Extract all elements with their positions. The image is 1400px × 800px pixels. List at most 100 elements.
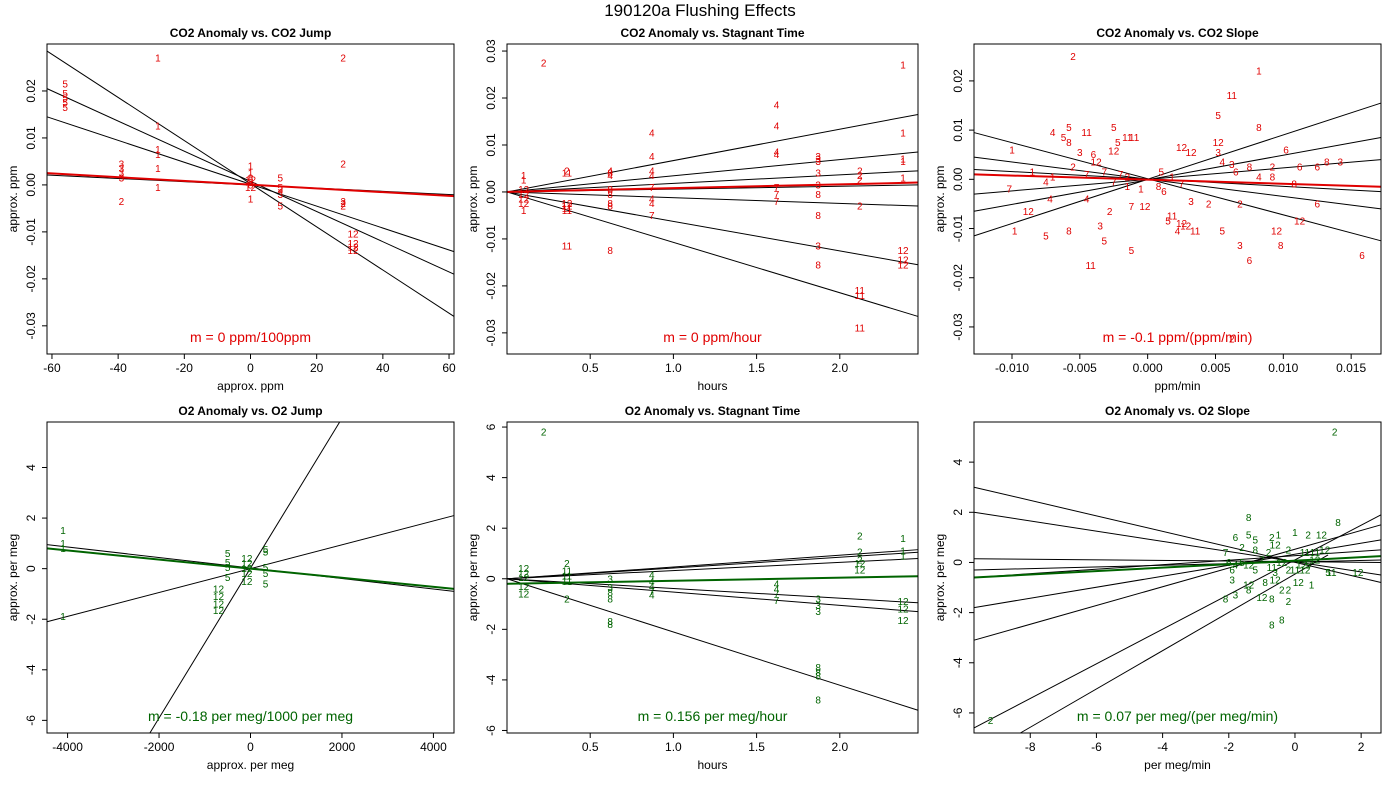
data-point: 4	[1084, 195, 1090, 206]
data-point: 11	[1129, 133, 1140, 144]
data-point: 1	[900, 61, 906, 72]
x-tick-label: -8	[1025, 740, 1036, 754]
fit-line	[973, 159, 1382, 195]
data-point: 3	[1215, 148, 1221, 159]
data-point: 12	[1271, 226, 1283, 237]
data-point: 8	[607, 246, 613, 257]
x-tick-label: 0.005	[1200, 361, 1230, 375]
data-point: 12	[1276, 558, 1288, 569]
data-point: 4	[1050, 128, 1056, 139]
y-tick-label: 2	[24, 514, 38, 521]
data-point: 2	[340, 202, 346, 213]
data-point: 12	[348, 242, 360, 253]
plot-frame	[506, 421, 919, 734]
data-point: 4	[649, 152, 655, 163]
plot-frame	[46, 421, 455, 734]
data-point: 1	[60, 539, 66, 550]
data-point: 1	[900, 552, 906, 563]
data-point: 1	[155, 122, 161, 133]
y-tick-label: 0.02	[951, 69, 965, 93]
data-point: 7	[649, 587, 655, 598]
data-point: 7	[774, 190, 780, 201]
data-point: 1	[1292, 528, 1298, 539]
x-tick-label: -0.010	[995, 361, 1029, 375]
y-tick-label: -6	[484, 725, 498, 736]
data-point: 2	[564, 559, 570, 570]
data-point: 1	[248, 169, 254, 180]
fit-line	[506, 558, 919, 580]
x-tick-label: -20	[176, 361, 194, 375]
data-point: 1	[900, 157, 906, 168]
y-tick-label: -6	[951, 707, 965, 718]
panel-title: O2 Anomaly vs. O2 Jump	[178, 404, 322, 418]
data-point: 12	[897, 256, 909, 267]
data-point: 8	[248, 180, 254, 191]
data-point: 3	[277, 185, 283, 196]
data-point: 7	[649, 183, 655, 194]
data-point: 1	[60, 526, 66, 537]
data-point: 2	[857, 171, 863, 182]
data-point: 12	[518, 195, 530, 206]
data-point: 11	[855, 291, 866, 302]
data-point: 2	[340, 54, 346, 65]
data-point: 8	[1278, 241, 1284, 252]
x-axis-label: ppm/min	[1154, 379, 1200, 393]
y-tick-label: -0.02	[951, 264, 965, 292]
data-point: 1	[1276, 530, 1282, 541]
data-point: 3	[815, 169, 821, 180]
data-point: 7	[1223, 548, 1229, 559]
x-tick-label: -40	[109, 361, 127, 375]
data-point: 5	[1239, 558, 1245, 569]
x-tick-label: 20	[310, 361, 324, 375]
y-tick-label: 0	[484, 575, 498, 582]
data-point: 8	[1066, 138, 1072, 149]
data-point: 4	[1175, 226, 1181, 237]
data-point: 5	[263, 545, 269, 556]
data-point: 12	[1213, 138, 1225, 149]
data-point: 1	[1030, 167, 1036, 178]
data-point: 3	[1188, 197, 1194, 208]
data-point: 12	[1243, 581, 1255, 592]
data-point: 1	[1009, 145, 1015, 156]
data-point: 11	[1122, 133, 1133, 144]
fit-line	[973, 137, 1382, 212]
data-point: 5	[1305, 560, 1311, 571]
x-tick-label: 1.0	[665, 740, 682, 754]
data-point: 11	[1081, 128, 1092, 139]
y-axis-label: approx. ppm	[6, 166, 20, 233]
data-point: 3	[815, 152, 821, 163]
data-point: 4	[649, 199, 655, 210]
data-point: 11	[1085, 261, 1096, 272]
fit-line	[506, 113, 919, 193]
data-point: 5	[62, 94, 68, 105]
data-point: 11	[1267, 563, 1278, 574]
data-point: 12	[1139, 202, 1151, 213]
y-tick-label: -4	[951, 657, 965, 668]
data-point: 7	[774, 197, 780, 208]
data-point: 4	[1219, 158, 1225, 169]
data-point: 2	[1070, 163, 1076, 174]
data-point: 8	[607, 202, 613, 213]
data-point: 4	[649, 171, 655, 182]
fit-line	[1020, 554, 1329, 734]
data-point: 1	[155, 183, 161, 194]
data-point: 12	[1186, 148, 1198, 159]
data-point: 1	[155, 164, 161, 175]
data-point: 3	[815, 157, 821, 168]
data-point: 3	[119, 173, 125, 184]
data-point: 1	[900, 546, 906, 557]
data-point: 1	[900, 173, 906, 184]
y-tick-label: -2	[951, 607, 965, 618]
x-tick-label: -2000	[144, 740, 175, 754]
fit-line	[506, 151, 919, 193]
fit-line	[973, 559, 1382, 571]
data-point: 11	[562, 204, 573, 215]
data-point: 1	[248, 195, 254, 206]
fit-line	[506, 578, 919, 613]
data-point: 8	[1279, 616, 1285, 627]
data-point: 12	[1091, 158, 1103, 169]
y-tick-label: -2	[24, 614, 38, 625]
y-tick-label: -0.01	[24, 218, 38, 246]
data-point: 2	[564, 594, 570, 605]
data-point: 2	[857, 202, 863, 213]
